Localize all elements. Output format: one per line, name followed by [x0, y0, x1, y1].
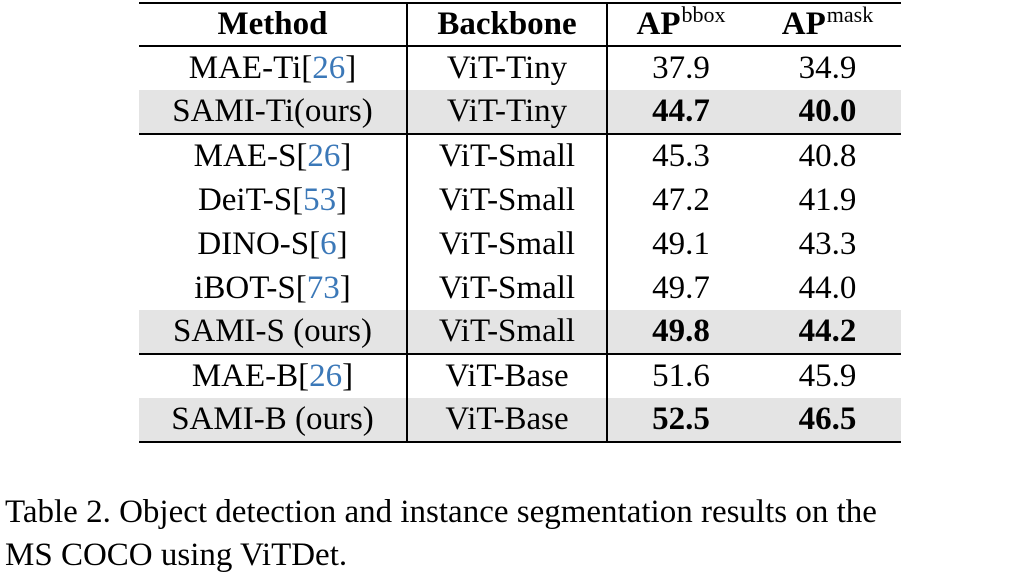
- cell-ap-bbox: 45.3: [652, 138, 710, 174]
- cell-method: DINO-S[6]: [139, 222, 408, 266]
- method-name: DeiT-S: [197, 181, 293, 218]
- cell-ap-mask: 34.9: [798, 50, 857, 86]
- results-table-container: Method Backbone APbbox APmask MAE-Ti[26]…: [139, 3, 901, 443]
- method-name: MAE-B: [191, 358, 299, 394]
- cell-backbone: ViT-Base: [407, 354, 608, 398]
- cite-bracket: ]: [336, 181, 348, 218]
- cell-backbone: ViT-Small: [407, 266, 608, 310]
- header-backbone: Backbone: [407, 3, 608, 47]
- cell-ap-mask: 41.9: [798, 181, 857, 218]
- table-row: DINO-S[6] ViT-Small 49.1 43.3: [139, 222, 901, 266]
- method-name: MAE-Ti: [188, 50, 302, 86]
- cell-backbone: ViT-Tiny: [407, 90, 608, 135]
- cite-bracket: ]: [339, 269, 351, 306]
- cell-backbone: ViT-Small: [407, 222, 608, 266]
- method-name: iBOT-S: [194, 269, 296, 306]
- citation-link[interactable]: 6: [320, 225, 337, 262]
- cell-ap-bbox: 49.1: [652, 225, 710, 262]
- cell-ap-bbox: 47.2: [652, 181, 710, 218]
- table-row-highlighted: SAMI-B (ours) ViT-Base 52.5 46.5: [139, 398, 901, 443]
- header-ap-mask: APmask: [754, 1, 901, 47]
- cell-ap-mask: 45.9: [798, 358, 857, 394]
- cell-backbone: ViT-Small: [407, 178, 608, 222]
- caption-line-2: MS COCO using ViTDet.: [5, 537, 348, 573]
- cell-method: iBOT-S[73]: [139, 266, 408, 310]
- cell-method: DeiT-S[53]: [139, 178, 408, 222]
- cell-ap-mask: 44.0: [798, 269, 857, 306]
- cite-bracket: [: [309, 225, 321, 262]
- method-name: MAE-S: [193, 138, 297, 174]
- cite-bracket: [: [301, 50, 313, 86]
- header-ap-mask-sup: mask: [826, 1, 874, 27]
- citation-link[interactable]: 73: [306, 269, 340, 306]
- header-ap-bbox-base: AP: [636, 5, 681, 42]
- cell-backbone: ViT-Small: [407, 134, 608, 178]
- cite-bracket: [: [298, 358, 310, 394]
- cell-ap-mask: 43.3: [798, 225, 857, 262]
- header-ap-bbox-sup: bbox: [681, 1, 726, 27]
- cell-backbone: ViT-Base: [407, 398, 608, 443]
- header-method: Method: [139, 3, 408, 47]
- cell-ap-bbox: 49.8: [607, 310, 754, 355]
- citation-link[interactable]: 26: [312, 50, 346, 86]
- cell-ap-bbox: 49.7: [652, 269, 710, 306]
- cell-ap-mask: 44.2: [754, 310, 901, 355]
- cell-method: MAE-B[26]: [139, 354, 408, 398]
- cite-bracket: ]: [340, 138, 352, 174]
- header-ap-mask-base: AP: [781, 5, 826, 42]
- cell-ap-bbox: 44.7: [607, 90, 754, 135]
- citation-link[interactable]: 26: [309, 358, 343, 394]
- cite-bracket: [: [295, 269, 307, 306]
- cell-method: SAMI-S (ours): [139, 310, 408, 355]
- table-caption: Table 2. Object detection and instance s…: [5, 491, 1024, 573]
- cell-ap-mask: 40.0: [754, 90, 901, 135]
- citation-link[interactable]: 53: [303, 181, 337, 218]
- cite-bracket: [: [292, 181, 304, 218]
- table-row-highlighted: SAMI-S (ours) ViT-Small 49.8 44.2: [139, 310, 901, 355]
- cell-method: MAE-S[26]: [139, 134, 408, 178]
- cell-ap-bbox: 52.5: [607, 398, 754, 443]
- cell-backbone: ViT-Tiny: [407, 46, 608, 90]
- citation-link[interactable]: 26: [307, 138, 341, 174]
- cell-method: SAMI-B (ours): [139, 398, 408, 443]
- table-header-row: Method Backbone APbbox APmask: [139, 1, 901, 47]
- cell-ap-mask: 40.8: [798, 138, 857, 174]
- cell-method: SAMI-Ti(ours): [139, 90, 408, 135]
- cite-bracket: ]: [345, 50, 357, 86]
- header-ap-bbox: APbbox: [607, 1, 754, 47]
- cell-ap-bbox: 37.9: [652, 50, 710, 86]
- cell-method: MAE-Ti[26]: [139, 46, 408, 90]
- table-row: MAE-S[26] ViT-Small 45.3 40.8: [139, 134, 901, 178]
- cell-ap-bbox: 51.6: [652, 358, 710, 394]
- table-row-highlighted: SAMI-Ti(ours) ViT-Tiny 44.7 40.0: [139, 90, 901, 135]
- cite-bracket: ]: [342, 358, 354, 394]
- table-row: MAE-B[26] ViT-Base 51.6 45.9: [139, 354, 901, 398]
- cell-ap-mask: 46.5: [754, 398, 901, 443]
- method-name: DINO-S: [197, 225, 310, 262]
- cite-bracket: ]: [336, 225, 348, 262]
- table-row: DeiT-S[53] ViT-Small 47.2 41.9: [139, 178, 901, 222]
- table-row: MAE-Ti[26] ViT-Tiny 37.9 34.9: [139, 46, 901, 90]
- results-table: Method Backbone APbbox APmask MAE-Ti[26]…: [139, 3, 901, 443]
- table-row: iBOT-S[73] ViT-Small 49.7 44.0: [139, 266, 901, 310]
- cell-backbone: ViT-Small: [407, 310, 608, 355]
- caption-line-1: Table 2. Object detection and instance s…: [5, 494, 877, 530]
- cite-bracket: [: [296, 138, 308, 174]
